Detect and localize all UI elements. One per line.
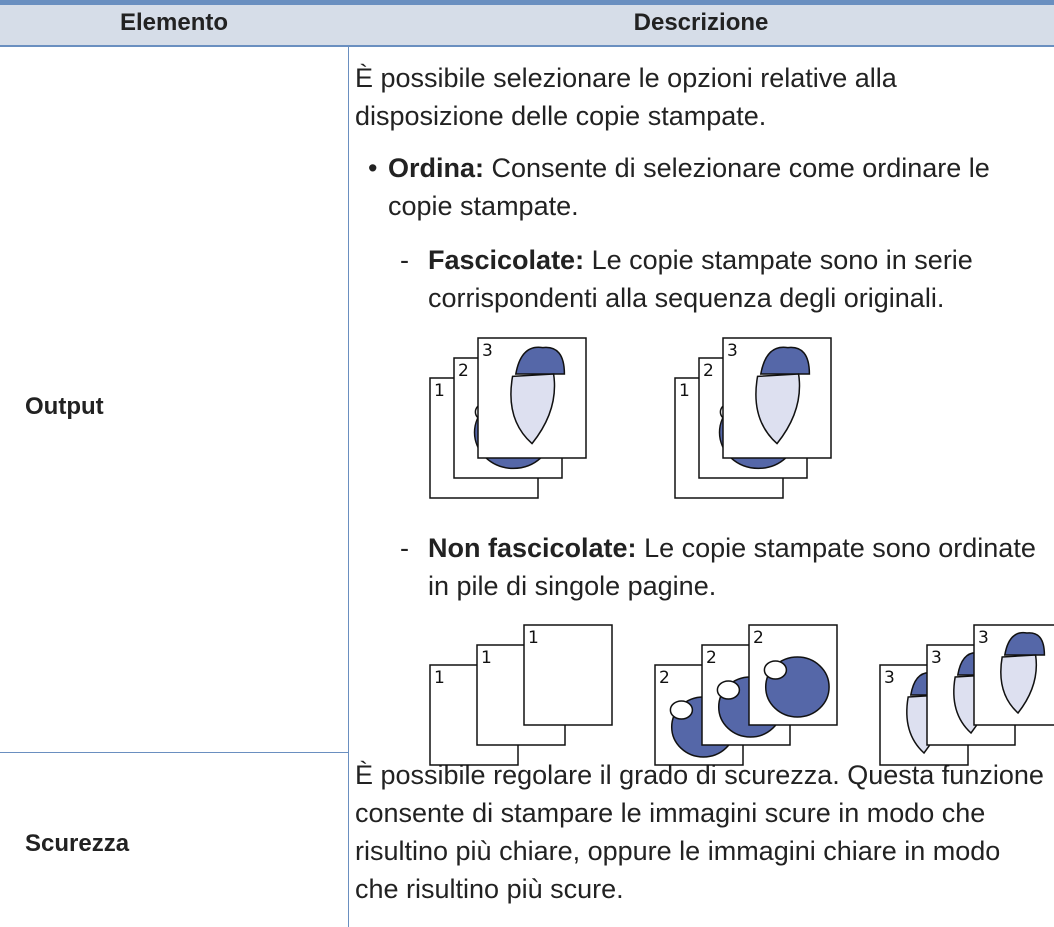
carrot-top [759, 346, 811, 375]
text: Consente di selezionare come ordinare le… [388, 153, 990, 221]
page-number: 3 [931, 648, 942, 668]
text: Le copie stampate sono in serie corrispo… [428, 245, 973, 313]
page-number: 1 [528, 628, 539, 648]
term: Fascicolate: [428, 245, 585, 275]
text: Le copie stampate sono ordinate in pile … [428, 533, 1036, 601]
carrot [510, 373, 556, 445]
page-number: 2 [458, 361, 469, 381]
bullet: • [368, 153, 378, 183]
page-number: 3 [978, 628, 989, 648]
table-header [0, 0, 1054, 47]
page-number: 2 [706, 648, 717, 668]
bullet-item: Ordina: Consente di selezionare come ord… [388, 149, 1048, 225]
page-number: 1 [434, 668, 445, 688]
header-cell: Elemento [119, 9, 229, 36]
row-divider [0, 752, 349, 753]
worm [669, 700, 694, 720]
row-label: Scurezza [25, 830, 130, 857]
carrot [1000, 654, 1038, 715]
carrot-top [1003, 631, 1046, 656]
header-cell: Descrizione [633, 9, 769, 36]
paragraph: È possibile selezionare le opzioni relat… [355, 63, 897, 131]
row-label: Output [25, 393, 104, 420]
dash: - [400, 245, 409, 275]
term: Non fascicolate: [428, 533, 637, 563]
page-number: 3 [727, 341, 738, 361]
page-number: 1 [679, 381, 690, 401]
page [523, 624, 613, 726]
page-number: 2 [659, 668, 670, 688]
sub-item: Non fascicolate: Le copie stampate sono … [428, 529, 1048, 605]
column-divider [348, 47, 349, 927]
page-number: 2 [703, 361, 714, 381]
carrot-top [514, 346, 566, 375]
page-number: 3 [884, 668, 895, 688]
worm [763, 660, 788, 680]
dash: - [400, 533, 409, 563]
sub-item: Fascicolate: Le copie stampate sono in s… [428, 241, 1048, 317]
worm [716, 680, 741, 700]
carrot [755, 373, 801, 445]
page-number: 1 [434, 381, 445, 401]
page-number: 1 [481, 648, 492, 668]
page-number: 3 [482, 341, 493, 361]
page-number: 2 [753, 628, 764, 648]
term: Ordina: [388, 153, 485, 183]
